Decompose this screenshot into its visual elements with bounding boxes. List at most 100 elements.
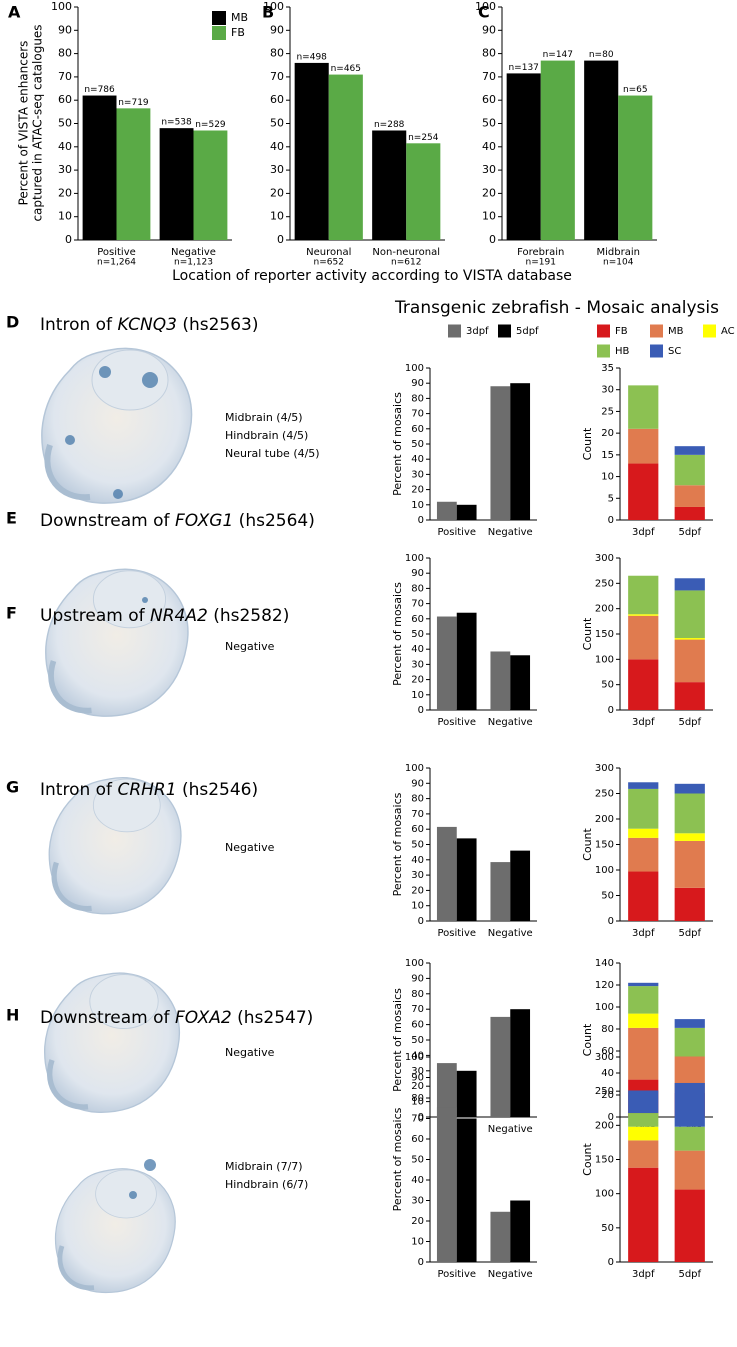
bar-segment	[674, 578, 705, 591]
y-tick-label: 20	[411, 1216, 424, 1227]
y-tick-label: 20	[482, 186, 496, 199]
y-tick-label: 25	[601, 406, 614, 417]
y-tick-label: 10	[411, 1237, 424, 1248]
y-tick-label: 80	[601, 1024, 614, 1035]
y-tick-label: 100	[475, 0, 496, 13]
y-tick-label: 30	[270, 163, 284, 176]
y-tick-label: 70	[411, 1114, 424, 1125]
bar-label: n=538	[161, 118, 192, 128]
bar-segment	[628, 1126, 659, 1141]
y-tick-label: 50	[601, 891, 614, 902]
y-tick-label: 50	[270, 117, 284, 130]
gene-name: FOXA2	[175, 1008, 232, 1028]
y-tick-label: 40	[411, 454, 424, 465]
bar	[490, 862, 511, 921]
row-heading: Upstream of NR4A2 (hs2582)	[40, 606, 289, 626]
category-count: n=612	[391, 258, 421, 268]
bar-label: n=786	[84, 85, 115, 95]
bar-segment	[674, 1082, 705, 1127]
row-heading: Intron of CRHR1 (hs2546)	[40, 780, 258, 800]
bar	[540, 60, 575, 241]
bar	[506, 73, 541, 240]
y-tick-label: 60	[58, 93, 72, 106]
x-tick-label: Positive	[437, 1269, 476, 1280]
embryo-tail	[44, 444, 91, 501]
bar	[193, 130, 228, 240]
bar	[490, 386, 511, 520]
y-tick-label: 250	[595, 1086, 614, 1097]
bar-segment	[628, 1167, 659, 1262]
bar-label: n=254	[408, 133, 439, 143]
annotation: Negative	[225, 841, 275, 854]
bar	[82, 95, 117, 240]
y-tick-label: 150	[595, 1155, 614, 1166]
bar-segment	[674, 887, 705, 921]
bar	[436, 1107, 457, 1262]
bar-segment	[628, 575, 659, 615]
y-axis-label: Count	[581, 427, 594, 460]
bar	[372, 130, 407, 240]
y-tick-label: 150	[595, 629, 614, 640]
y-tick-label: 10	[411, 500, 424, 511]
heading-text: Downstream of	[40, 511, 175, 531]
y-tick-label: 70	[58, 70, 72, 83]
y-tick-label: 10	[482, 210, 496, 223]
x-tick-label: Forebrain	[517, 247, 564, 258]
bar	[456, 504, 477, 520]
legend-swatch	[212, 11, 226, 25]
y-tick-label: 40	[58, 140, 72, 153]
bar	[436, 501, 457, 520]
bar	[618, 95, 653, 240]
bar-segment	[674, 639, 705, 683]
y-tick-label: 50	[58, 117, 72, 130]
y-tick-label: 120	[595, 980, 614, 991]
y-tick-label: 10	[411, 690, 424, 701]
y-tick-label: 0	[418, 705, 424, 716]
y-tick-label: 40	[411, 644, 424, 655]
x-tick-label: 5dpf	[678, 717, 701, 728]
embryo-head	[92, 570, 167, 629]
embryo-image	[41, 347, 193, 504]
x-tick-label: 3dpf	[632, 717, 655, 728]
bar-segment	[628, 463, 659, 520]
panel-letter: B	[262, 3, 274, 22]
x-tick-label: Negative	[488, 527, 533, 538]
y-tick-label: 30	[411, 1066, 424, 1077]
bar-segment	[628, 614, 659, 616]
y-tick-label: 70	[411, 599, 424, 610]
y-tick-label: 0	[608, 1257, 614, 1268]
x-tick-label: Negative	[488, 1269, 533, 1280]
y-tick-label: 0	[418, 515, 424, 526]
category-count: n=1,123	[174, 258, 213, 268]
bar-label: n=465	[331, 64, 361, 74]
y-tick-label: 250	[595, 789, 614, 800]
y-tick-label: 200	[595, 604, 614, 615]
legend-swatch	[703, 324, 716, 338]
y-tick-label: 150	[595, 840, 614, 851]
category-count: n=191	[526, 258, 556, 268]
y-tick-label: 20	[58, 186, 72, 199]
y-tick-label: 35	[601, 363, 614, 374]
bar	[456, 1118, 477, 1262]
panel-letter: F	[6, 604, 17, 623]
panel-letter: G	[6, 778, 19, 797]
y-tick-label: 40	[601, 1068, 614, 1079]
y-tick-label: 30	[411, 659, 424, 670]
bar	[510, 383, 531, 520]
y-tick-label: 90	[411, 778, 424, 789]
panel-letter: A	[8, 3, 21, 22]
legend-swatch	[212, 26, 226, 40]
bar	[510, 1009, 531, 1117]
panel-letter: H	[6, 1006, 19, 1025]
y-tick-label: 20	[601, 1090, 614, 1101]
x-tick-label: Positive	[437, 717, 476, 728]
y-tick-label: 10	[270, 210, 284, 223]
x-tick-label: Midbrain	[597, 247, 640, 258]
embryo-image	[48, 777, 182, 915]
y-tick-label: 50	[411, 840, 424, 851]
bar-segment	[674, 793, 705, 834]
bar-segment	[628, 659, 659, 710]
bar-segment	[628, 1090, 659, 1114]
bar-segment	[628, 1013, 659, 1028]
y-tick-label: 90	[411, 973, 424, 984]
